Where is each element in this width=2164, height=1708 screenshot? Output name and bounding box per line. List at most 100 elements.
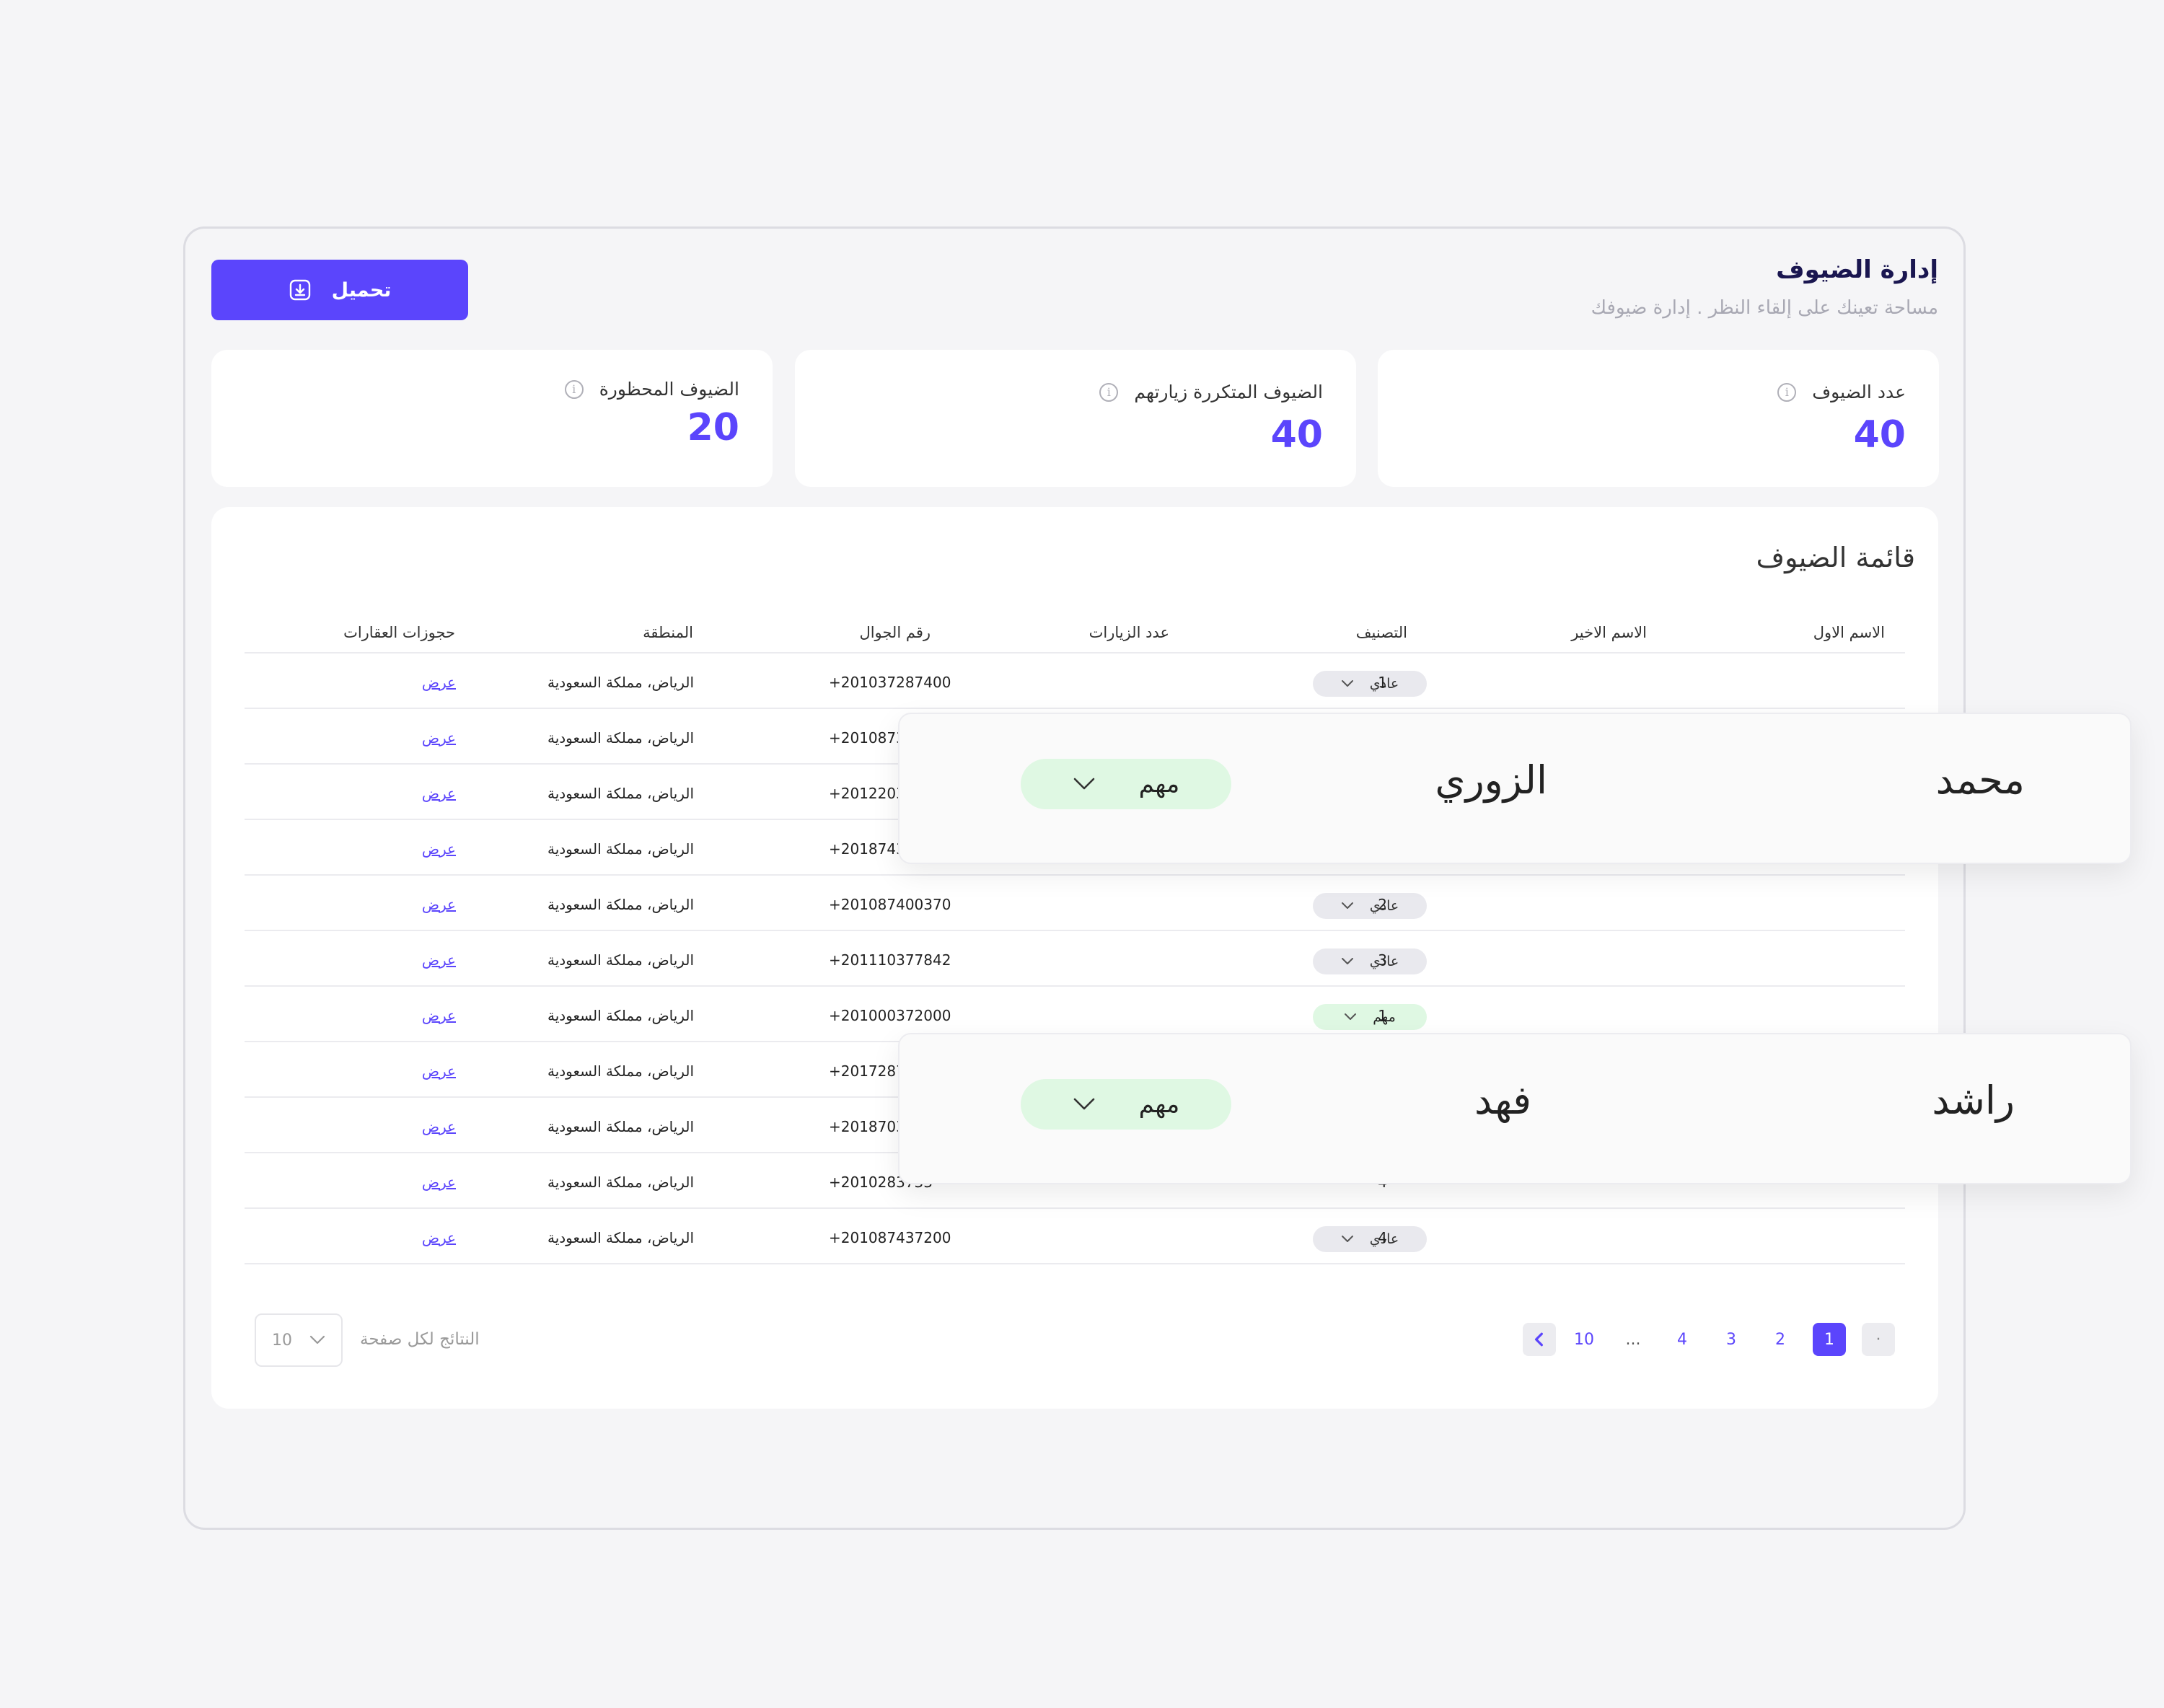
col-last-name: الاسم الاخير [1571, 624, 1647, 641]
guest-row-expanded[interactable]: راشد فهد مهم [898, 1033, 2132, 1184]
category-label: عادي [1369, 676, 1399, 692]
info-icon[interactable]: i [1777, 382, 1797, 402]
category-label: مهم [1138, 770, 1180, 798]
download-button-label: تحميل [331, 278, 392, 301]
view-bookings-link[interactable]: عرض [421, 1007, 456, 1024]
category-dropdown[interactable]: مهم [1313, 1004, 1427, 1030]
stat-label: عدد الضيوف [1812, 382, 1906, 402]
chevron-down-icon [1341, 1236, 1353, 1242]
col-first-name: الاسم الاول [1813, 624, 1885, 641]
pager-first[interactable]: · [1862, 1323, 1895, 1356]
info-icon[interactable]: i [1099, 382, 1119, 402]
page-subtitle: مساحة تعينك على إلقاء النظر . إدارة ضيوف… [1591, 297, 1938, 319]
col-phone: رقم الجوال [859, 624, 931, 641]
visits-count: 1 [1378, 674, 1387, 691]
region: الرياض، مملكة السعودية [547, 785, 694, 802]
overlay-first-name: محمد [1935, 757, 2025, 803]
view-bookings-link[interactable]: عرض [421, 729, 456, 747]
region: الرياض، مملكة السعودية [547, 1118, 694, 1135]
region: الرياض، مملكة السعودية [547, 1007, 694, 1024]
view-bookings-link[interactable]: عرض [421, 1174, 456, 1191]
region: الرياض، مملكة السعودية [547, 1229, 694, 1246]
phone-number: +201087437200 [829, 1229, 951, 1246]
region: الرياض، مملكة السعودية [547, 674, 694, 691]
view-bookings-link[interactable]: عرض [421, 951, 456, 969]
pager-page-3[interactable]: 3 [1726, 1330, 1736, 1349]
chevron-down-icon [309, 1335, 325, 1344]
col-bookings: حجوزات العقارات [343, 624, 455, 641]
view-bookings-link[interactable]: عرض [421, 674, 456, 691]
overlay-last-name: الزوري [1435, 757, 1547, 803]
category-dropdown[interactable]: عادي [1313, 893, 1427, 919]
category-label: عادي [1369, 1231, 1399, 1247]
pager-ellipsis: ... [1625, 1330, 1641, 1349]
stat-card-banned-guests: الضيوف المحظورة i 20 [211, 350, 773, 487]
pager-page-1[interactable]: 1 [1813, 1323, 1846, 1356]
stat-label: الضيوف المحظورة [599, 379, 739, 400]
stat-value: 20 [687, 406, 739, 449]
pager-page-10[interactable]: 10 [1574, 1330, 1594, 1349]
region: الرياض، مملكة السعودية [547, 896, 694, 913]
category-label: مهم [1138, 1090, 1180, 1119]
category-dropdown[interactable]: مهم [1021, 1079, 1231, 1130]
row-divider [245, 1207, 1905, 1209]
chevron-down-icon [1341, 902, 1353, 909]
view-bookings-link[interactable]: عرض [421, 896, 456, 913]
region: الرياض، مملكة السعودية [547, 840, 694, 858]
guest-row-expanded[interactable]: محمد الزوري مهم [898, 713, 2132, 864]
pager-page-2[interactable]: 2 [1775, 1330, 1785, 1349]
phone-number: +2012203 [829, 785, 905, 802]
info-icon[interactable]: i [564, 379, 584, 399]
download-icon [289, 279, 310, 301]
view-bookings-link[interactable]: عرض [421, 1229, 456, 1246]
view-bookings-link[interactable]: عرض [421, 785, 456, 802]
phone-number: +201087400370 [829, 896, 951, 913]
phone-number: +2018743 [829, 840, 905, 858]
region: الرياض، مملكة السعودية [547, 951, 694, 969]
per-page-select[interactable]: 10 [255, 1313, 343, 1367]
row-divider [245, 930, 1905, 931]
stat-card-repeat-guests: الضيوف المتكررة زيارتهم i 40 [795, 350, 1356, 487]
row-divider [245, 1263, 1905, 1264]
pager-page-4[interactable]: 4 [1677, 1330, 1687, 1349]
phone-number: +2018703 [829, 1118, 905, 1135]
view-bookings-link[interactable]: عرض [421, 840, 456, 858]
download-button[interactable]: تحميل [211, 260, 468, 320]
category-label: عادي [1369, 954, 1399, 969]
phone-number: +2010873 [829, 729, 905, 747]
chevron-down-icon [1073, 1098, 1095, 1110]
chevron-left-icon[interactable] [1523, 1323, 1556, 1356]
phone-number: +201037287400 [829, 674, 951, 691]
region: الرياض، مملكة السعودية [547, 1174, 694, 1191]
row-divider [245, 708, 1905, 709]
category-dropdown[interactable]: عادي [1313, 948, 1427, 974]
overlay-last-name: فهد [1474, 1078, 1531, 1123]
row-divider [245, 652, 1905, 653]
chevron-down-icon [1345, 1013, 1357, 1020]
phone-number: +2017287 [829, 1062, 905, 1080]
region: الرياض، مملكة السعودية [547, 1062, 694, 1080]
visits-count: 3 [1378, 951, 1387, 969]
chevron-down-icon [1341, 958, 1353, 964]
view-bookings-link[interactable]: عرض [421, 1118, 456, 1135]
stat-card-guests: عدد الضيوف i 40 [1378, 350, 1939, 487]
col-category: التصنيف [1355, 624, 1407, 641]
page-title: إدارة الضيوف [1776, 255, 1938, 284]
category-dropdown[interactable]: مهم [1021, 759, 1231, 809]
category-dropdown[interactable]: عادي [1313, 1226, 1427, 1252]
stat-value: 40 [1853, 413, 1906, 457]
visits-count: 2 [1378, 896, 1387, 913]
chevron-down-icon [1073, 778, 1095, 790]
visits-count: 4 [1378, 1229, 1387, 1246]
phone-number: +201000372000 [829, 1007, 951, 1024]
stat-value: 40 [1270, 413, 1323, 457]
row-divider [245, 874, 1905, 876]
guest-list-panel: قائمة الضيوف الاسم الاول الاسم الاخير ال… [211, 507, 1938, 1409]
category-dropdown[interactable]: عادي [1313, 671, 1427, 697]
view-bookings-link[interactable]: عرض [421, 1062, 456, 1080]
per-page-label: النتائج لكل صفحة [360, 1330, 480, 1349]
chevron-down-icon [1341, 680, 1353, 687]
col-visits: عدد الزيارات [1088, 624, 1169, 641]
visits-count: 1 [1378, 1007, 1387, 1024]
category-label: مهم [1373, 1009, 1396, 1025]
